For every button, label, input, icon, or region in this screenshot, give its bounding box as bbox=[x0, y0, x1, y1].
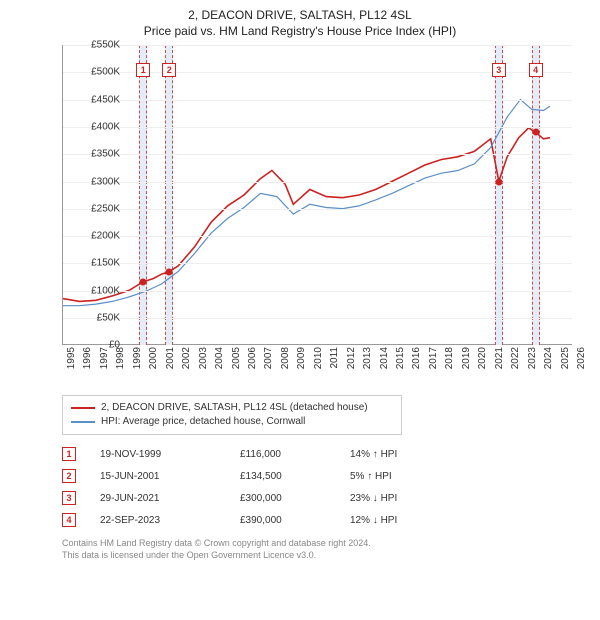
sales-row-date: 29-JUN-2021 bbox=[100, 493, 240, 504]
sale-dot bbox=[140, 278, 147, 285]
sales-row-date: 15-JUN-2001 bbox=[100, 471, 240, 482]
y-axis-label: £450K bbox=[76, 94, 120, 105]
footer-attribution: Contains HM Land Registry data © Crown c… bbox=[62, 537, 586, 561]
sales-row: 1 19-NOV-1999£116,00014% ↑ HPI bbox=[62, 443, 586, 465]
legend-swatch bbox=[71, 421, 95, 423]
legend-swatch bbox=[71, 407, 95, 409]
sale-marker-badge: 4 bbox=[529, 63, 543, 77]
y-axis-label: £500K bbox=[76, 67, 120, 78]
x-axis-label: 1997 bbox=[99, 347, 110, 369]
y-axis-label: £250K bbox=[76, 203, 120, 214]
sales-row-price: £134,500 bbox=[240, 471, 350, 482]
x-axis-label: 2003 bbox=[198, 347, 209, 369]
sales-row-date: 22-SEP-2023 bbox=[100, 515, 240, 526]
x-axis-label: 2010 bbox=[313, 347, 324, 369]
sales-row-badge: 3 bbox=[62, 491, 76, 505]
x-axis-label: 2006 bbox=[247, 347, 258, 369]
y-axis-label: £200K bbox=[76, 231, 120, 242]
y-axis-label: £50K bbox=[76, 312, 120, 323]
x-axis-label: 2018 bbox=[444, 347, 455, 369]
x-axis-label: 2002 bbox=[181, 347, 192, 369]
y-axis-label: £400K bbox=[76, 122, 120, 133]
y-axis-label: £550K bbox=[76, 40, 120, 51]
sales-row-price: £390,000 bbox=[240, 515, 350, 526]
x-axis-label: 2017 bbox=[428, 347, 439, 369]
sale-marker-badge: 1 bbox=[136, 63, 150, 77]
x-axis-label: 2016 bbox=[411, 347, 422, 369]
y-axis-label: £350K bbox=[76, 149, 120, 160]
sales-row-date: 19-NOV-1999 bbox=[100, 449, 240, 460]
legend-item: 2, DEACON DRIVE, SALTASH, PL12 4SL (deta… bbox=[71, 401, 393, 415]
x-axis-label: 2012 bbox=[346, 347, 357, 369]
x-axis-label: 2000 bbox=[148, 347, 159, 369]
gridline bbox=[63, 100, 572, 101]
y-axis-label: £300K bbox=[76, 176, 120, 187]
y-axis-label: £150K bbox=[76, 258, 120, 269]
gridline bbox=[63, 291, 572, 292]
legend-item: HPI: Average price, detached house, Corn… bbox=[71, 415, 393, 429]
gridline bbox=[63, 318, 572, 319]
sale-marker-badge: 3 bbox=[492, 63, 506, 77]
chart-svg bbox=[63, 45, 573, 345]
sales-row-pct: 23% ↓ HPI bbox=[350, 493, 460, 504]
sales-row-badge: 4 bbox=[62, 513, 76, 527]
x-axis-label: 2026 bbox=[576, 347, 587, 369]
gridline bbox=[63, 127, 572, 128]
x-axis-label: 2019 bbox=[461, 347, 472, 369]
sales-row: 4 22-SEP-2023£390,00012% ↓ HPI bbox=[62, 509, 586, 531]
x-axis-label: 2008 bbox=[280, 347, 291, 369]
chart-title-line2: Price paid vs. HM Land Registry's House … bbox=[14, 24, 586, 40]
chart-area: 1234 £0£50K£100K£150K£200K£250K£300K£350… bbox=[14, 45, 586, 391]
sale-dot bbox=[532, 129, 539, 136]
gridline bbox=[63, 263, 572, 264]
x-axis-label: 1999 bbox=[132, 347, 143, 369]
sales-row: 2 15-JUN-2001£134,5005% ↑ HPI bbox=[62, 465, 586, 487]
x-axis-label: 2001 bbox=[165, 347, 176, 369]
x-axis-label: 2020 bbox=[477, 347, 488, 369]
series-line-hpi bbox=[63, 100, 550, 306]
footer-line1: Contains HM Land Registry data © Crown c… bbox=[62, 537, 586, 549]
x-axis-label: 2013 bbox=[362, 347, 373, 369]
x-axis-label: 2005 bbox=[231, 347, 242, 369]
x-axis-label: 2015 bbox=[395, 347, 406, 369]
sale-dot bbox=[495, 178, 502, 185]
x-axis-label: 1996 bbox=[82, 347, 93, 369]
sales-row-pct: 14% ↑ HPI bbox=[350, 449, 460, 460]
x-axis-label: 1998 bbox=[115, 347, 126, 369]
chart-title-line1: 2, DEACON DRIVE, SALTASH, PL12 4SL bbox=[14, 8, 586, 24]
x-axis-label: 2014 bbox=[379, 347, 390, 369]
sales-row-pct: 12% ↓ HPI bbox=[350, 515, 460, 526]
x-axis-label: 2023 bbox=[527, 347, 538, 369]
sales-row: 3 29-JUN-2021£300,00023% ↓ HPI bbox=[62, 487, 586, 509]
footer-line2: This data is licensed under the Open Gov… bbox=[62, 549, 586, 561]
sale-dot bbox=[166, 268, 173, 275]
legend-label: HPI: Average price, detached house, Corn… bbox=[101, 415, 305, 429]
gridline bbox=[63, 154, 572, 155]
x-axis-label: 2004 bbox=[214, 347, 225, 369]
sales-row-price: £300,000 bbox=[240, 493, 350, 504]
plot-region: 12 3 4 bbox=[62, 45, 572, 345]
sales-row-badge: 2 bbox=[62, 469, 76, 483]
gridline bbox=[63, 236, 572, 237]
sales-table: 1 19-NOV-1999£116,00014% ↑ HPI 2 15-JUN-200… bbox=[62, 443, 586, 531]
sale-marker-badge: 2 bbox=[162, 63, 176, 77]
legend-box: 2, DEACON DRIVE, SALTASH, PL12 4SL (deta… bbox=[62, 395, 402, 435]
x-axis-label: 2009 bbox=[296, 347, 307, 369]
y-axis-label: £100K bbox=[76, 285, 120, 296]
x-axis-label: 2022 bbox=[510, 347, 521, 369]
x-axis-label: 2007 bbox=[263, 347, 274, 369]
sales-row-price: £116,000 bbox=[240, 449, 350, 460]
x-axis-label: 2025 bbox=[560, 347, 571, 369]
gridline bbox=[63, 45, 572, 46]
x-axis-label: 1995 bbox=[66, 347, 77, 369]
sales-row-badge: 1 bbox=[62, 447, 76, 461]
x-axis-label: 2011 bbox=[329, 347, 340, 369]
chart-card: 2, DEACON DRIVE, SALTASH, PL12 4SL Price… bbox=[0, 0, 600, 620]
x-axis-label: 2021 bbox=[494, 347, 505, 369]
legend-label: 2, DEACON DRIVE, SALTASH, PL12 4SL (deta… bbox=[101, 401, 368, 415]
gridline bbox=[63, 209, 572, 210]
x-axis-label: 2024 bbox=[543, 347, 554, 369]
sales-row-pct: 5% ↑ HPI bbox=[350, 471, 460, 482]
